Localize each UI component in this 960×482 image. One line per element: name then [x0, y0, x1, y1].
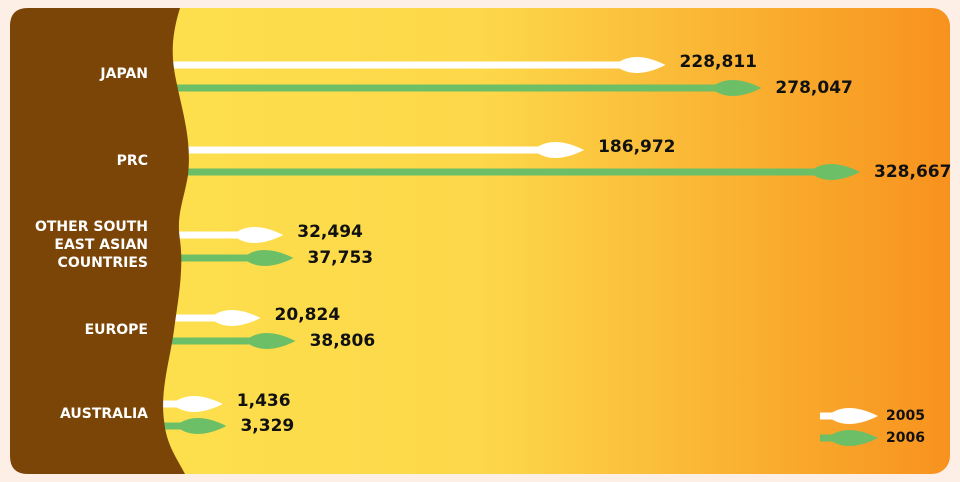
- label-panel: [10, 8, 189, 474]
- category-label: EUROPE: [84, 322, 148, 338]
- category-label: PRC: [116, 153, 148, 169]
- legend: 2005 2006: [820, 408, 925, 446]
- bar: [150, 333, 296, 349]
- bar: [150, 396, 223, 412]
- bar: [150, 57, 666, 73]
- value-label: 1,436: [237, 391, 291, 411]
- legend-label: 2006: [886, 430, 925, 446]
- category-label: AUSTRALIA: [60, 406, 148, 422]
- value-label: 38,806: [310, 331, 376, 351]
- value-label: 3,329: [240, 416, 294, 436]
- bar: [150, 80, 762, 96]
- value-label: 186,972: [598, 137, 675, 157]
- legend-swatch: [820, 408, 878, 424]
- value-label: 20,824: [275, 305, 341, 325]
- bar: [150, 250, 294, 266]
- legend-swatch: [820, 430, 878, 446]
- plot-background: [10, 8, 950, 474]
- value-label: 32,494: [297, 222, 363, 242]
- legend-label: 2005: [886, 408, 925, 424]
- bar: [150, 164, 860, 180]
- value-label: 278,047: [775, 78, 852, 98]
- bar: [150, 418, 227, 434]
- category-label: OTHER SOUTH EAST ASIAN COUNTRIES: [34, 219, 148, 271]
- bar: [150, 310, 261, 326]
- bar: [150, 142, 585, 158]
- value-label: 328,667: [874, 162, 951, 182]
- value-label: 228,811: [680, 52, 757, 72]
- category-label: JAPAN: [100, 66, 148, 82]
- value-label: 37,753: [308, 248, 374, 268]
- bar: [150, 227, 284, 243]
- bars: [150, 57, 860, 434]
